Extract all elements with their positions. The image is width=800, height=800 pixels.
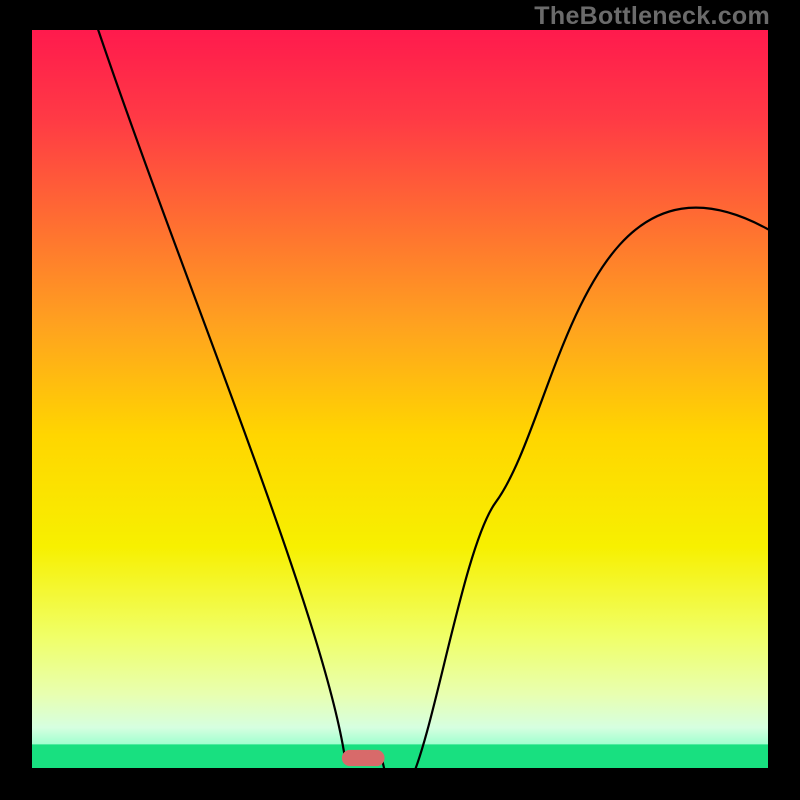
gradient-background <box>32 30 768 768</box>
green-baseline-band <box>32 744 768 768</box>
chart-svg <box>32 30 768 768</box>
optimal-point-marker <box>342 750 385 766</box>
chart-container: TheBottleneck.com <box>0 0 800 800</box>
plot-area <box>32 30 768 768</box>
watermark-text: TheBottleneck.com <box>534 2 770 31</box>
